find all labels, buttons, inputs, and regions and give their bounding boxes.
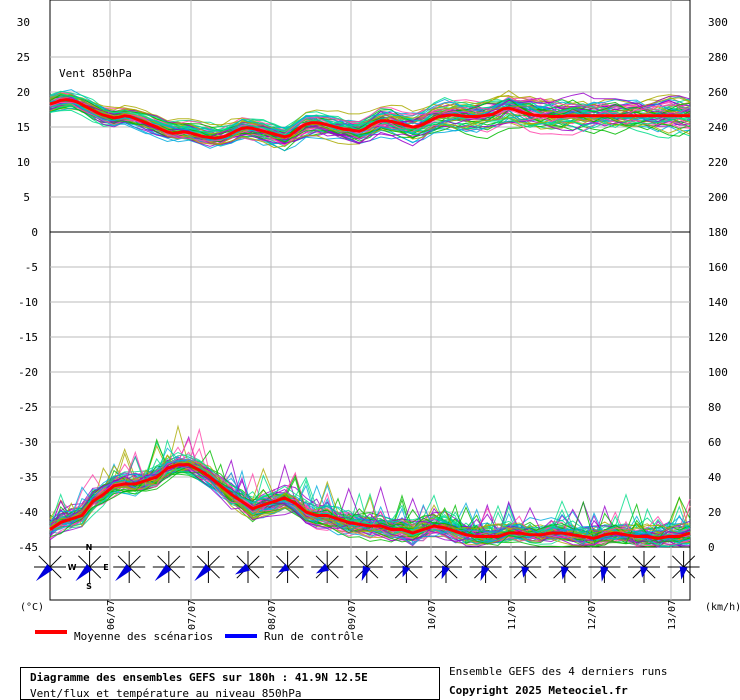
x-tick-label: 10/07 xyxy=(427,600,438,630)
ensemble-member-wind xyxy=(49,102,691,147)
panel-label-vent: Vent 850hPa xyxy=(59,67,132,80)
top-right-tick: 260 xyxy=(708,86,728,99)
chart-subtitle: Vent/flux et température au niveau 850hP… xyxy=(30,687,302,700)
wind-direction-wedge xyxy=(521,566,530,578)
bottom-left-tick: -30 xyxy=(18,436,38,449)
compass-letter-n: N xyxy=(86,543,93,552)
wind-direction-wedge xyxy=(402,565,411,578)
x-tick-label: 08/07 xyxy=(267,600,278,630)
legend-swatch-mean xyxy=(35,630,67,634)
top-right-tick: 300 xyxy=(708,16,728,29)
compass-letter-e: E xyxy=(103,563,108,572)
ensemble-member-flux xyxy=(49,472,691,547)
x-tick-label: 11/07 xyxy=(507,600,518,630)
wind-direction-wedge xyxy=(235,563,250,575)
top-left-tick: 30 xyxy=(17,16,30,29)
ensemble-member-wind xyxy=(49,94,691,139)
legend-label-mean: Moyenne des scénarios xyxy=(74,630,214,643)
bottom-left-tick: -15 xyxy=(18,331,38,344)
bottom-panel-frame xyxy=(49,231,691,548)
ensemble-member-wind xyxy=(49,98,691,134)
ensemble-member-wind xyxy=(49,92,691,145)
bottom-left-tick: -45 xyxy=(18,541,38,554)
x-tick-label: 12/07 xyxy=(587,600,598,630)
bottom-left-tick: -40 xyxy=(18,506,38,519)
top-right-tick: 200 xyxy=(708,191,728,204)
wind-direction-wedge xyxy=(75,564,93,582)
top-left-tick: 25 xyxy=(17,51,30,64)
bottom-right-tick: 140 xyxy=(708,296,728,309)
mean-line-wind xyxy=(49,98,690,140)
bottom-right-tick: 0 xyxy=(708,541,715,554)
bottom-right-tick: 120 xyxy=(708,331,728,344)
ensemble-member-flux xyxy=(49,455,691,543)
wind-direction-wedge xyxy=(679,566,688,580)
top-left-tick: 5 xyxy=(23,191,30,204)
wind-direction-wedge xyxy=(361,565,371,582)
compass-letter-w: W xyxy=(68,563,77,572)
bottom-left-tick: -5 xyxy=(25,261,38,274)
mean-line-flux xyxy=(49,463,691,540)
wind-direction-wedge xyxy=(154,564,172,582)
ensemble-member-wind xyxy=(49,93,691,136)
wind-direction-wedge xyxy=(194,564,212,582)
wind-direction-wedge xyxy=(640,566,648,578)
left-unit-label: (°C) xyxy=(20,602,44,613)
wind-direction-wedge xyxy=(441,565,450,580)
wind-direction-wedge xyxy=(315,563,330,574)
copyright: Copyright 2025 Meteociel.fr xyxy=(449,684,628,697)
runs-info: Ensemble GEFS des 4 derniers runs xyxy=(449,665,668,678)
bottom-right-tick: 160 xyxy=(708,261,728,274)
top-left-tick: 10 xyxy=(17,156,30,169)
wind-rose-axis xyxy=(592,555,616,579)
bottom-left-tick: -20 xyxy=(18,366,38,379)
top-right-tick: 280 xyxy=(708,51,728,64)
wind-direction-wedge xyxy=(278,563,290,573)
legend-label-control: Run de contrôle xyxy=(264,630,364,643)
bottom-right-tick: 60 xyxy=(708,436,721,449)
top-right-tick: 220 xyxy=(708,156,728,169)
legend-swatch-control xyxy=(225,634,257,638)
bottom-left-tick: -25 xyxy=(18,401,38,414)
wind-rose-axis xyxy=(513,555,537,579)
compass-letter-s: S xyxy=(86,582,92,591)
x-tick-label: 09/07 xyxy=(347,600,358,630)
wind-direction-wedge xyxy=(35,564,53,582)
bottom-right-tick: 180 xyxy=(708,226,728,239)
wind-direction-wedge xyxy=(600,566,609,582)
right-unit-label: (km/h) xyxy=(705,602,740,613)
x-tick-label: 07/07 xyxy=(187,600,198,630)
ensemble-member-flux xyxy=(49,458,691,546)
wind-direction-wedge xyxy=(115,564,132,582)
bottom-right-tick: 100 xyxy=(708,366,728,379)
wind-rose-strip xyxy=(49,546,691,601)
wind-direction-wedge xyxy=(560,566,569,580)
ensemble-member-flux xyxy=(49,465,691,546)
top-right-tick: 240 xyxy=(708,121,728,134)
x-tick-label: 06/07 xyxy=(106,600,117,630)
bottom-right-tick: 40 xyxy=(708,471,721,484)
bottom-left-tick: 0 xyxy=(31,226,38,239)
bottom-left-tick: -35 xyxy=(18,471,38,484)
wind-direction-wedge xyxy=(480,565,490,582)
top-left-tick: 20 xyxy=(17,86,30,99)
bottom-left-tick: -10 xyxy=(18,296,38,309)
bottom-right-tick: 80 xyxy=(708,401,721,414)
top-left-tick: 15 xyxy=(17,121,30,134)
x-tick-label: 13/07 xyxy=(667,600,678,630)
title-box: Diagramme des ensembles GEFS sur 180h : … xyxy=(20,667,440,700)
wind-rose-axis xyxy=(394,555,418,579)
chart-title: Diagramme des ensembles GEFS sur 180h : … xyxy=(30,671,368,684)
ensemble-member-wind xyxy=(49,97,691,141)
bottom-right-tick: 20 xyxy=(708,506,721,519)
